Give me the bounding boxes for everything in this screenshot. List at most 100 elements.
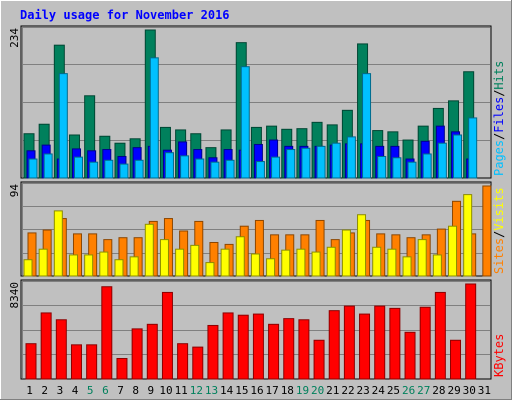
kbytes-bar [55,319,67,380]
kbytes-bar [434,291,446,380]
kbytes-bar [70,344,82,380]
pages-bar [195,158,205,179]
panel-3-y-max-label: 8340 [8,282,21,309]
pages-bar [422,153,432,179]
day-label: 2 [41,384,48,397]
pages-bar [104,159,114,179]
legend-visits: Visits [492,187,506,230]
kbytes-bar [40,312,52,380]
day-label: 30 [463,384,476,397]
day-label: 19 [296,384,309,397]
day-label: 4 [72,384,79,397]
kbytes-bar [86,344,98,380]
day-label: 8 [132,384,139,397]
kbytes-bar [192,346,204,380]
visits-bar [402,256,412,277]
day-label: 25 [387,384,400,397]
legend-files: Files [492,97,506,133]
pages-bar [225,159,235,179]
pages-bar [271,156,281,179]
visits-bar [129,256,139,277]
kbytes-bar [101,286,113,380]
pages-bar [164,152,174,179]
visits-bar [23,259,33,277]
kbytes-bar [25,343,37,380]
day-label: 5 [87,384,94,397]
pages-bar [331,142,341,179]
visits-bar [250,253,260,277]
visits-bar [387,248,397,277]
pages-bar [134,159,144,179]
legend-separator: / [492,133,506,140]
day-label: 1 [26,384,33,397]
visits-bar [99,251,109,277]
pages-bar [43,153,53,179]
day-label: 11 [175,384,188,397]
day-label: 28 [432,384,445,397]
day-label: 14 [220,384,234,397]
day-label: 7 [117,384,124,397]
kbytes-bar [177,343,189,380]
visits-bar [53,210,63,277]
visits-bar [38,248,48,277]
kbytes-bar [313,339,325,380]
pages-bar [119,163,129,179]
day-label: 27 [417,384,430,397]
visits-bar [159,239,169,277]
visits-bar [220,248,230,277]
visits-bar [84,254,94,277]
pages-bar [149,57,159,179]
kbytes-bar [237,314,249,380]
kbytes-bar [268,323,280,380]
pages-bar [316,145,326,179]
kbytes-bar [374,305,386,380]
visits-bar [341,229,351,277]
legend-kbytes: KBytes [492,334,506,377]
pages-bar [392,157,402,179]
pages-bar [437,142,447,179]
day-label: 24 [372,384,386,397]
day-label: 12 [190,384,203,397]
legend-separator: / [492,90,506,97]
kbytes-bar [359,313,371,380]
pages-bar [255,161,265,179]
visits-bar [448,225,458,277]
visits-bar [114,259,124,277]
visits-bar [144,223,154,277]
day-label: 23 [357,384,370,397]
day-label: 22 [341,384,354,397]
pages-bar [377,155,387,179]
day-label: 29 [447,384,460,397]
pages-bar [180,155,190,179]
day-label: 26 [402,384,415,397]
pages-bar [58,73,68,179]
visits-bar [311,251,321,277]
sites-bar [482,185,492,277]
kbytes-bar [131,328,143,380]
chart-title: Daily usage for November 2016 [20,8,230,22]
visits-bar [175,248,185,277]
day-label: 9 [148,384,155,397]
legend-separator: / [492,231,506,238]
pages-bar [240,66,250,179]
pages-bar [89,161,99,179]
kbytes-bar [222,312,234,380]
kbytes-bar [298,319,310,380]
visits-bar [281,249,291,277]
kbytes-bar [389,307,401,380]
day-label: 6 [102,384,109,397]
visits-bar [190,244,200,277]
kbytes-bar [465,283,477,380]
day-label: 21 [326,384,339,397]
kbytes-bar [116,357,128,380]
legend-sites: Sites [492,238,506,274]
day-label: 16 [250,384,263,397]
kbytes-bar [283,318,295,380]
day-label: 10 [159,384,172,397]
visits-bar [235,236,245,277]
day-label: 17 [266,384,279,397]
visits-bar [432,254,442,277]
legend-hits: Hits [492,61,506,90]
